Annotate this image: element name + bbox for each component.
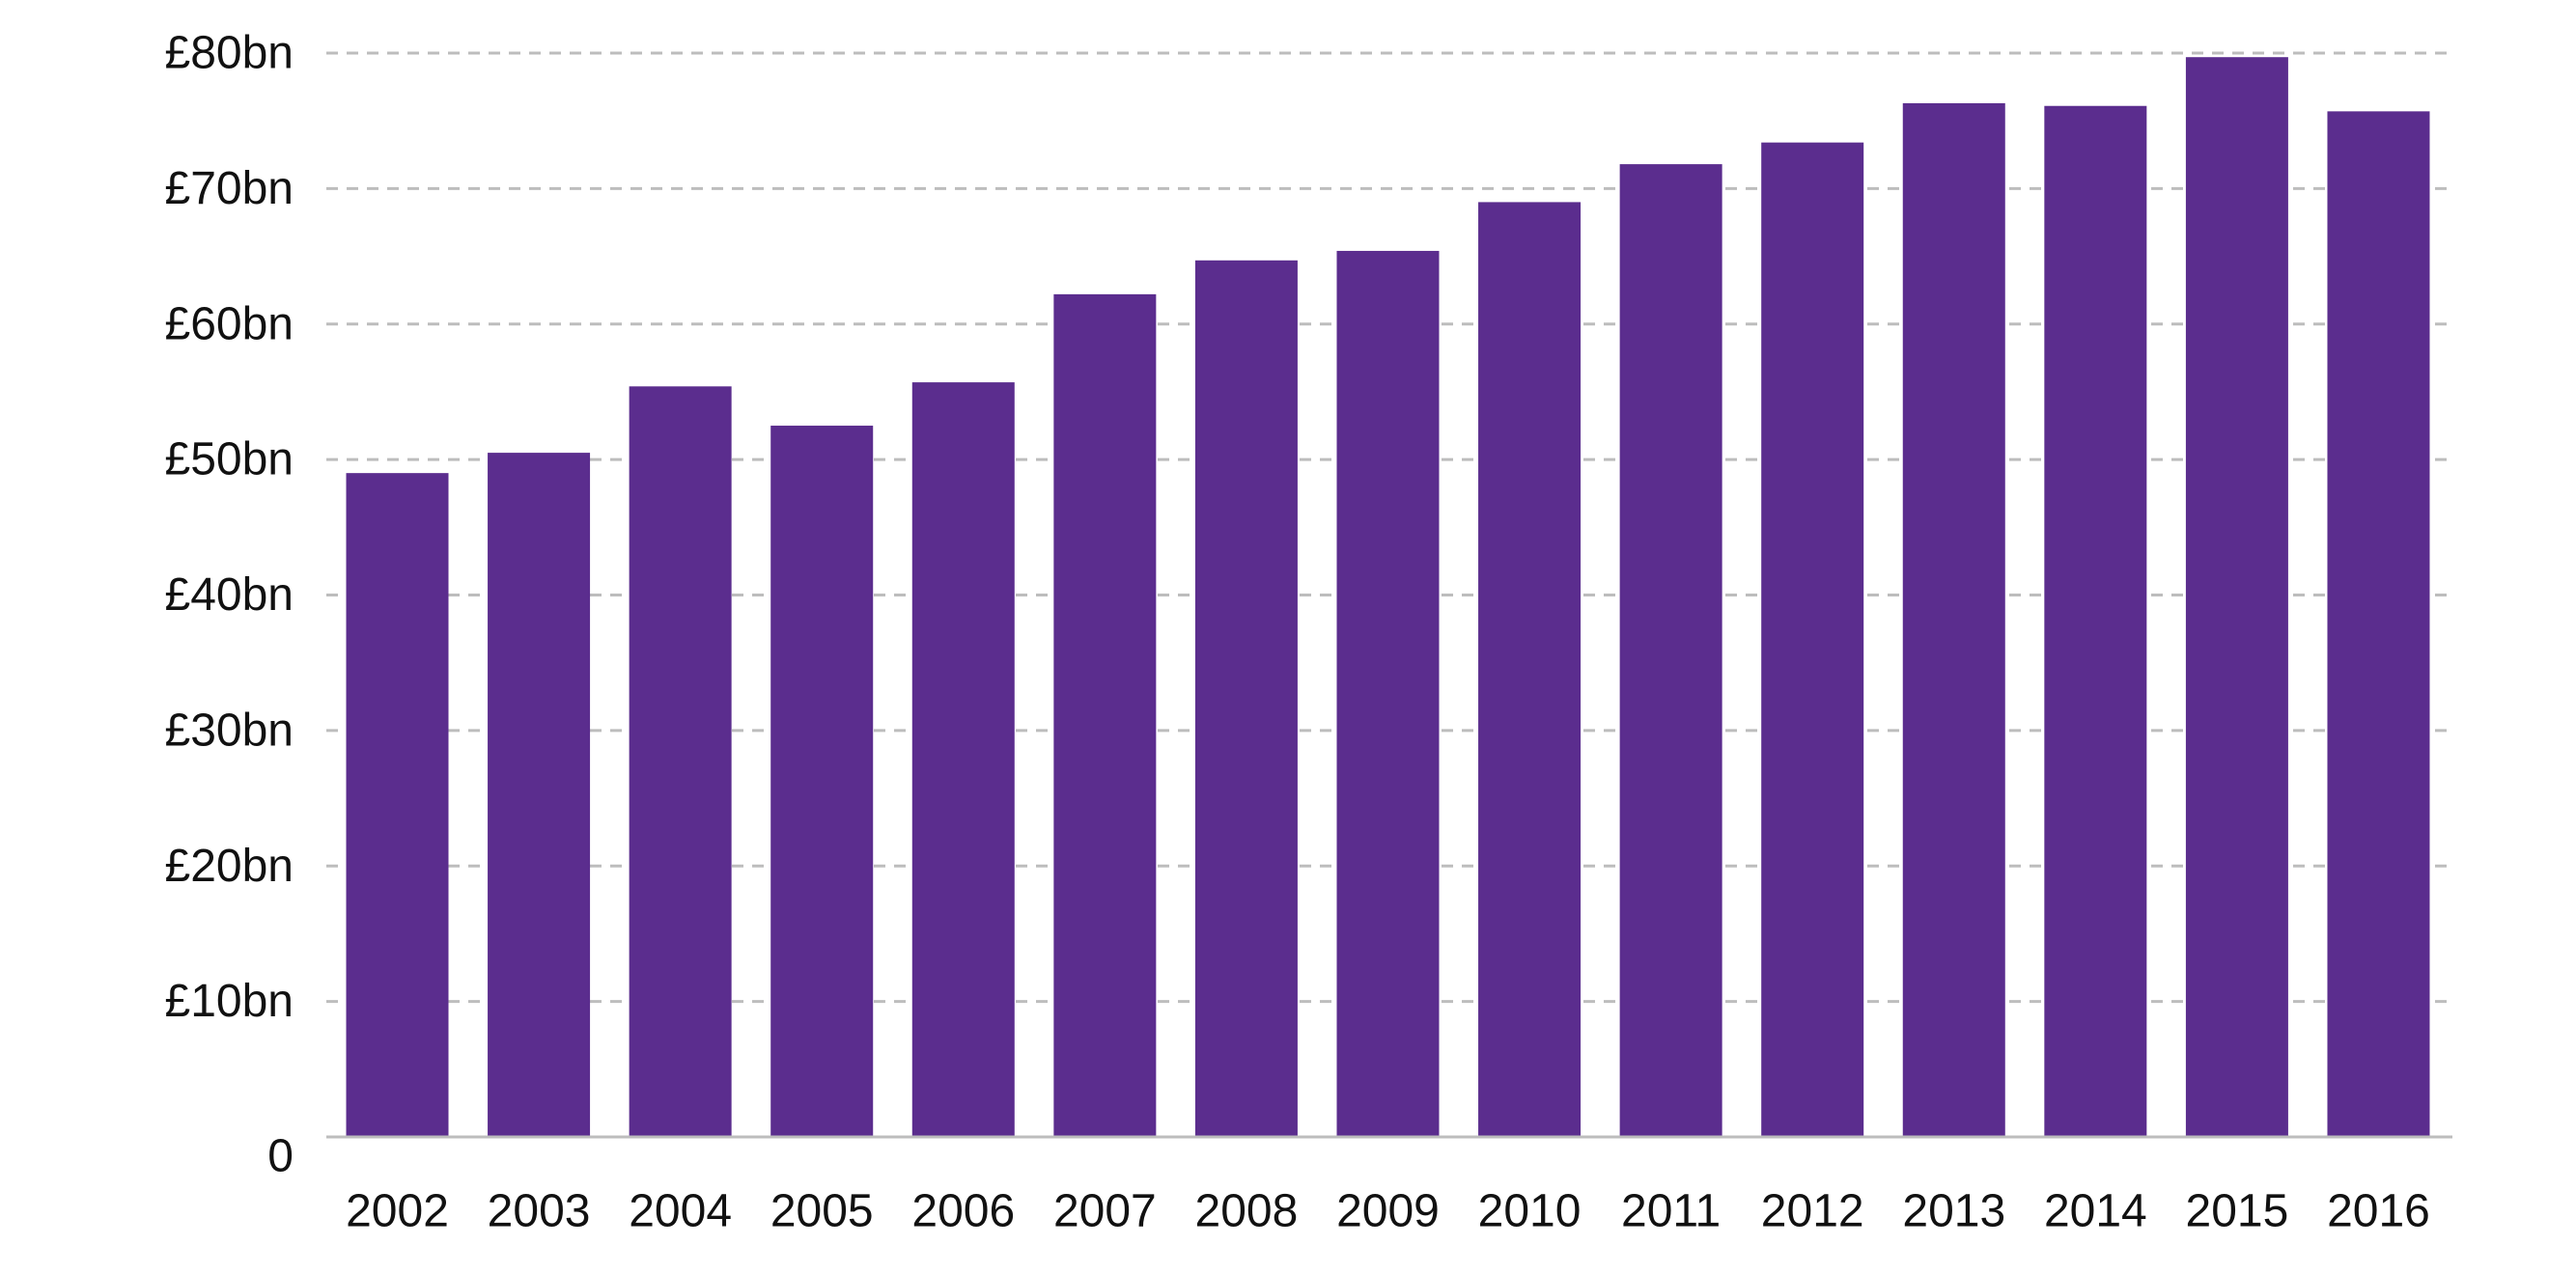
y-tick-label: £30bn <box>165 705 294 756</box>
x-tick-label: 2006 <box>911 1186 1015 1237</box>
x-tick-label: 2013 <box>1902 1186 2005 1237</box>
y-tick-label: £70bn <box>165 163 294 214</box>
y-tick-label: £60bn <box>165 298 294 349</box>
y-tick-label: £10bn <box>165 976 294 1027</box>
x-tick-label: 2011 <box>1621 1186 1721 1237</box>
x-tick-label: 2010 <box>1478 1186 1582 1237</box>
x-tick-label: 2016 <box>2327 1186 2430 1237</box>
y-tick-label: £40bn <box>165 569 294 621</box>
x-tick-label: 2012 <box>1761 1186 1864 1237</box>
bar-2010 <box>1478 202 1582 1138</box>
bar-2015 <box>2185 57 2288 1137</box>
bar-2005 <box>770 426 874 1137</box>
y-tick-label: £20bn <box>165 841 294 892</box>
y-tick-label: £80bn <box>165 28 294 79</box>
x-tick-label: 2008 <box>1195 1186 1299 1237</box>
bar-2006 <box>911 382 1015 1138</box>
bar-2003 <box>488 453 591 1137</box>
x-tick-label: 2007 <box>1053 1186 1157 1237</box>
bars <box>346 57 2430 1138</box>
x-tick-label: 2004 <box>629 1186 732 1237</box>
bar-2011 <box>1619 164 1722 1138</box>
x-tick-label: 2009 <box>1336 1186 1440 1237</box>
x-tick-label: 2002 <box>346 1186 449 1237</box>
bar-2016 <box>2327 111 2430 1138</box>
x-axis-tick-labels: 2002 2003 2004 2005 2006 2007 2008 2009 2010 2011… <box>346 1186 2430 1237</box>
bar-2013 <box>1902 102 2005 1138</box>
bar-2008 <box>1194 260 1298 1137</box>
x-tick-label: 2014 <box>2044 1186 2147 1237</box>
x-tick-label: 2005 <box>770 1186 874 1237</box>
bar-2004 <box>629 386 732 1137</box>
x-tick-label: 2003 <box>488 1186 591 1237</box>
y-axis-tick-labels: 0 £10bn £20bn £30bn £40bn £50bn £60bn £70bn £80b… <box>165 28 294 1182</box>
y-tick-label: £50bn <box>165 434 294 485</box>
bar-2014 <box>2044 105 2147 1138</box>
bar-2007 <box>1053 293 1157 1137</box>
y-tick-label: 0 <box>267 1131 294 1182</box>
bar-2012 <box>1761 142 1864 1138</box>
bar-2009 <box>1336 250 1440 1137</box>
bar-2002 <box>346 473 449 1138</box>
x-tick-label: 2015 <box>2186 1186 2289 1237</box>
